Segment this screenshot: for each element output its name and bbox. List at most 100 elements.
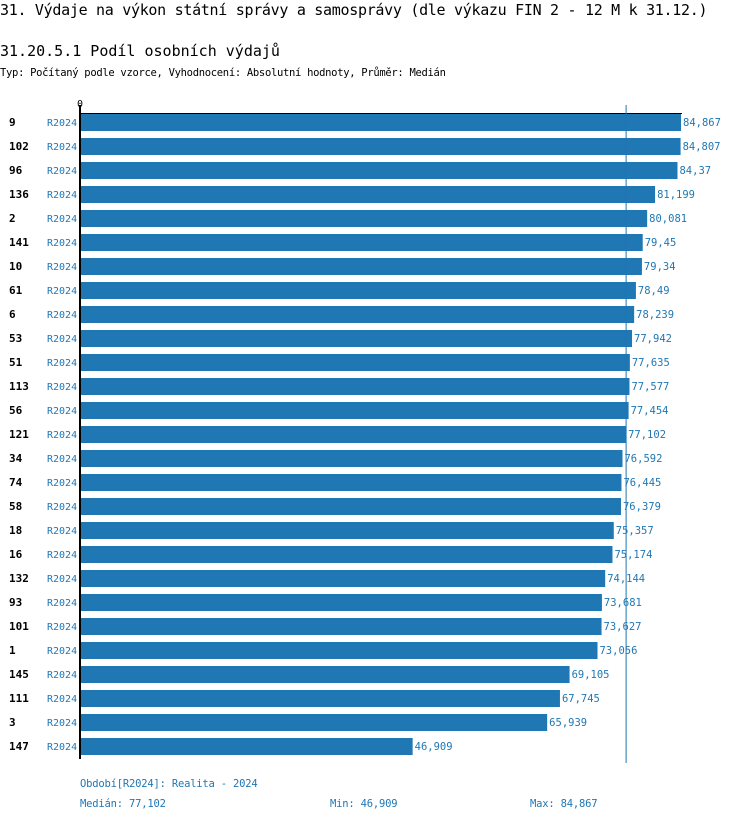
value-label: 73,627	[604, 621, 642, 633]
series-label: R2024	[47, 358, 77, 369]
series-label: R2024	[47, 574, 77, 585]
category-label: 3	[9, 716, 16, 729]
category-label: 61	[9, 284, 23, 297]
category-label: 96	[9, 164, 23, 177]
series-label: R2024	[47, 718, 77, 729]
value-label: 77,635	[632, 357, 670, 369]
series-label: R2024	[47, 646, 77, 657]
category-label: 56	[9, 404, 23, 417]
bar	[81, 474, 622, 491]
bar	[81, 738, 413, 755]
category-label: 111	[9, 692, 29, 705]
category-label: 1	[9, 644, 16, 657]
bar	[81, 378, 630, 395]
axis-zero-label: 0	[77, 99, 83, 110]
series-label: R2024	[47, 382, 77, 393]
series-label: R2024	[47, 454, 77, 465]
category-label: 121	[9, 428, 29, 441]
bar	[81, 306, 635, 323]
bar	[81, 354, 630, 371]
series-label: R2024	[47, 286, 77, 297]
bar	[81, 330, 633, 347]
bar	[81, 690, 560, 707]
bar	[81, 594, 602, 611]
bar	[81, 450, 623, 467]
series-label: R2024	[47, 406, 77, 417]
value-label: 77,454	[631, 405, 669, 417]
value-label: 84,867	[683, 117, 721, 129]
value-label: 78,49	[638, 285, 670, 297]
bar	[81, 258, 642, 275]
bar	[81, 642, 598, 659]
chart-type-info: Typ: Počítaný podle vzorce, Vyhodnocení:…	[0, 67, 446, 79]
series-label: R2024	[47, 670, 77, 681]
value-label: 46,909	[415, 741, 453, 753]
value-label: 75,357	[616, 525, 654, 537]
series-label: R2024	[47, 430, 77, 441]
bar	[81, 666, 570, 683]
series-label: R2024	[47, 118, 77, 129]
value-label: 77,102	[628, 429, 666, 441]
value-label: 81,199	[657, 189, 695, 201]
category-label: 2	[9, 212, 16, 225]
bar	[81, 522, 614, 539]
bar	[81, 402, 629, 419]
series-label: R2024	[47, 694, 77, 705]
bar	[81, 618, 602, 635]
footer-min: Min: 46,909	[330, 798, 398, 810]
value-label: 84,37	[679, 165, 711, 177]
footer-median: Medián: 77,102	[80, 798, 166, 810]
bar	[81, 546, 613, 563]
bar	[81, 186, 656, 203]
category-label: 132	[9, 572, 29, 585]
category-label: 113	[9, 380, 29, 393]
value-label: 79,34	[644, 261, 676, 273]
category-label: 16	[9, 548, 23, 561]
category-label: 51	[9, 356, 23, 369]
value-label: 77,942	[634, 333, 672, 345]
value-label: 73,056	[599, 645, 637, 657]
value-label: 76,592	[624, 453, 662, 465]
category-label: 6	[9, 308, 16, 321]
bar	[81, 162, 678, 179]
series-label: R2024	[47, 310, 77, 321]
category-label: 101	[9, 620, 29, 633]
series-label: R2024	[47, 166, 77, 177]
series-label: R2024	[47, 214, 77, 225]
footer-max: Max: 84,867	[530, 798, 598, 810]
value-label: 73,681	[604, 597, 642, 609]
series-label: R2024	[47, 190, 77, 201]
category-label: 102	[9, 140, 29, 153]
series-label: R2024	[47, 742, 77, 753]
series-label: R2024	[47, 142, 77, 153]
series-label: R2024	[47, 502, 77, 513]
category-label: 10	[9, 260, 22, 273]
category-label: 58	[9, 500, 22, 513]
value-label: 67,745	[562, 693, 600, 705]
category-label: 136	[9, 188, 29, 201]
value-label: 69,105	[572, 669, 610, 681]
bar	[81, 114, 681, 131]
value-label: 84,807	[683, 141, 721, 153]
bar	[81, 498, 621, 515]
bar	[81, 138, 681, 155]
series-label: R2024	[47, 622, 77, 633]
value-label: 77,577	[631, 381, 669, 393]
category-label: 74	[9, 476, 23, 489]
bar	[81, 426, 627, 443]
footer-period: Období[R2024]: Realita - 2024	[80, 778, 258, 790]
category-label: 141	[9, 236, 29, 249]
bar	[81, 282, 636, 299]
value-label: 76,445	[623, 477, 661, 489]
series-label: R2024	[47, 478, 77, 489]
chart-subtitle: 31.20.5.1 Podíl osobních výdajů	[0, 42, 280, 60]
series-label: R2024	[47, 526, 77, 537]
category-label: 53	[9, 332, 22, 345]
series-label: R2024	[47, 598, 77, 609]
bar	[81, 210, 648, 227]
series-label: R2024	[47, 262, 77, 273]
value-label: 65,939	[549, 717, 587, 729]
value-label: 80,081	[649, 213, 687, 225]
category-label: 9	[9, 116, 16, 129]
